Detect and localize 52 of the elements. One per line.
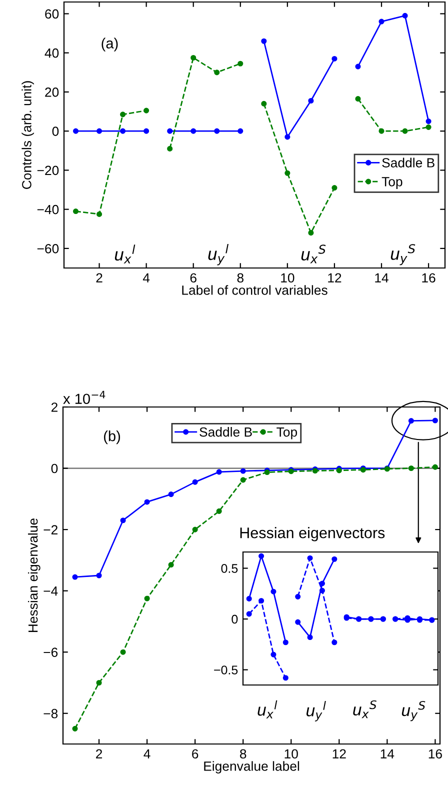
annotation: u$_{y}$$^{S}$ — [390, 244, 416, 266]
x-tick-label: 4 — [144, 749, 150, 758]
y-axis-title: Controls (arb. unit) — [22, 81, 34, 189]
annotation: (b) — [104, 430, 120, 444]
annotation: u$_{x}$$^{l}$ — [114, 244, 136, 264]
y-tick-label: −4 — [44, 586, 58, 596]
legend-label: Saddle B — [200, 427, 252, 437]
x-tick-label: 6 — [192, 749, 198, 759]
y-tick-label: 0 — [232, 614, 238, 624]
x-tick-label: 10 — [281, 273, 294, 283]
x-tick-label: 4 — [142, 273, 150, 282]
text: x 10$^{−4}$ — [63, 390, 106, 404]
y-tick-label: −6 — [44, 648, 58, 657]
y-tick-label: 0 — [52, 126, 59, 136]
x-tick-label: 2 — [96, 749, 102, 758]
chart-title: Hessian eigenvectors — [240, 527, 385, 542]
x-tick-label: 14 — [380, 749, 394, 758]
x-axis-title: Eigenvalue label — [204, 761, 300, 774]
y-tick-label: −60 — [37, 244, 59, 254]
y-tick-label: −2 — [44, 525, 58, 534]
x-tick-label: 8 — [237, 273, 244, 283]
x-tick-label: 6 — [190, 273, 196, 283]
x-tick-label: 16 — [422, 273, 436, 283]
annotation: u$_{x}$$^{l}$ — [258, 700, 278, 718]
annotation: u$_{x}$$^{S}$ — [353, 700, 376, 718]
legend-label: Top — [276, 427, 298, 440]
x-tick-label: 16 — [428, 749, 442, 759]
y-tick-label: 0 — [51, 464, 58, 474]
x-tick-label: 2 — [96, 273, 102, 282]
x-tick-label: 12 — [332, 749, 346, 758]
y-tick-label: 0.5 — [221, 564, 238, 573]
annotation: u$_{y}$$^{S}$ — [402, 700, 426, 722]
x-tick-label: 12 — [328, 273, 342, 282]
legend-label: Saddle B — [382, 158, 434, 168]
y-axis-title: Hessian eigenvalue — [28, 518, 40, 632]
x-tick-label: 8 — [240, 749, 246, 759]
annotation: u$_{y}$$^{l}$ — [208, 244, 229, 266]
annotation: (a) — [102, 38, 118, 52]
legend-label: Top — [382, 177, 402, 189]
x-axis-title: Label of control variables — [182, 285, 328, 295]
y-tick-label: −8 — [44, 708, 58, 718]
y-tick-label: 40 — [44, 48, 59, 58]
y-tick-label: −40 — [37, 204, 59, 214]
x-tick-label: 14 — [375, 273, 388, 282]
annotation: u$_{x}$$^{S}$ — [301, 244, 326, 264]
y-tick-label: 60 — [45, 9, 59, 19]
y-tick-label: 20 — [45, 88, 59, 97]
x-tick-label: 10 — [284, 749, 298, 759]
y-tick-label: 2 — [51, 402, 58, 412]
y-tick-label: −0.5 — [214, 666, 238, 674]
y-tick-label: −20 — [37, 166, 59, 176]
annotation: u$_{y}$$^{l}$ — [306, 700, 326, 722]
